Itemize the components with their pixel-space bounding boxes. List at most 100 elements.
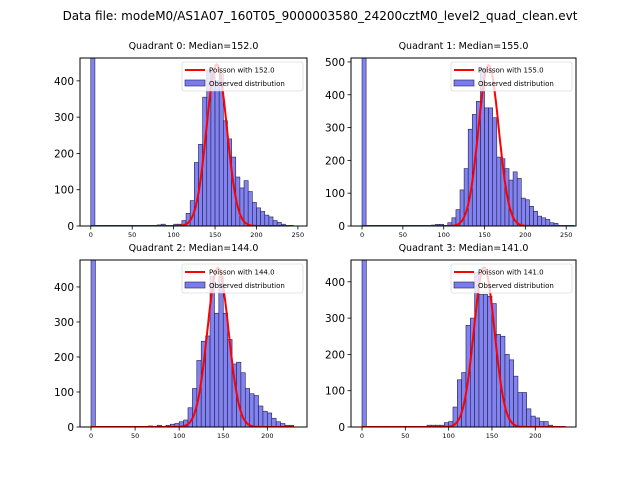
x-tick-label: 0 bbox=[89, 231, 93, 239]
poisson-curve bbox=[362, 64, 575, 226]
x-tick-label: 250 bbox=[292, 231, 304, 239]
histogram-bar bbox=[553, 223, 559, 226]
y-tick-label: 0 bbox=[67, 422, 74, 434]
legend-frame bbox=[450, 263, 573, 294]
histogram-bar bbox=[487, 296, 493, 427]
histogram-bar bbox=[541, 217, 547, 226]
histogram-bar bbox=[526, 408, 532, 427]
x-tick-label: 0 bbox=[360, 231, 364, 239]
histogram-bar bbox=[256, 207, 261, 226]
histogram-bar bbox=[508, 359, 514, 427]
x-tick-label: 50 bbox=[131, 432, 139, 440]
subplot-quadrant-0: 0 50 100 150 200 250 0 100 200 300 400 Quadrant 0: … bbox=[54, 41, 308, 239]
y-tick-label: 300 bbox=[325, 313, 345, 325]
x-tick-label: 150 bbox=[478, 231, 490, 239]
plot-area bbox=[361, 260, 566, 427]
legend: Poisson with 141.0 Observed distribution bbox=[450, 263, 573, 294]
x-tick-label: 200 bbox=[250, 231, 262, 239]
x-tick-label: 0 bbox=[89, 432, 93, 440]
y-tick-label: 200 bbox=[54, 148, 74, 160]
histogram-bar bbox=[271, 417, 277, 427]
histogram-bar bbox=[90, 58, 96, 226]
histogram-bar bbox=[90, 260, 96, 427]
poisson-curve bbox=[90, 63, 294, 226]
legend-frame bbox=[450, 61, 573, 92]
histogram-bar bbox=[537, 215, 542, 226]
x-tick-label: 150 bbox=[209, 231, 221, 239]
legend-observed-label: Observed distribution bbox=[209, 282, 285, 290]
y-tick-label: 100 bbox=[325, 386, 345, 398]
histogram-bar bbox=[267, 412, 273, 427]
subplot-quadrant-2: 0 50 100 150 200 0 100 200 300 400 Quadrant 2: Med… bbox=[54, 243, 308, 440]
histogram-bar bbox=[264, 214, 270, 226]
histogram-bar bbox=[210, 71, 216, 226]
legend-observed-swatch bbox=[184, 79, 206, 87]
legend-poisson-label: Poisson with 144.0 bbox=[209, 269, 275, 277]
x-tick-label: 100 bbox=[167, 231, 179, 239]
poisson-curve bbox=[362, 266, 566, 427]
y-tick-label: 300 bbox=[54, 317, 74, 329]
x-tick-label: 150 bbox=[486, 432, 498, 440]
x-tick-label: 50 bbox=[399, 231, 407, 239]
subplot-quadrant-3: 0 50 100 150 200 0 100 200 300 400 Quadrant 3: Med… bbox=[325, 243, 577, 440]
y-tick-label: 300 bbox=[54, 112, 74, 124]
histogram-bar bbox=[249, 393, 255, 427]
histogram-bar bbox=[268, 216, 274, 226]
histogram-bar bbox=[467, 128, 473, 226]
histogram-bar bbox=[260, 211, 266, 226]
histogram-bar bbox=[222, 312, 228, 427]
histogram-bar bbox=[262, 410, 268, 427]
histogram-bar bbox=[513, 375, 519, 427]
histogram-bar bbox=[361, 260, 367, 427]
x-tick-label: 200 bbox=[261, 432, 273, 440]
y-tick-label: 300 bbox=[325, 123, 345, 135]
histogram-bar bbox=[252, 202, 257, 226]
y-tick-label: 0 bbox=[338, 422, 345, 434]
y-tick-label: 500 bbox=[325, 57, 345, 69]
histogram-bar bbox=[543, 421, 549, 427]
histogram-bar bbox=[534, 417, 540, 427]
x-tick-label: 250 bbox=[560, 231, 572, 239]
legend-observed-label: Observed distribution bbox=[478, 80, 554, 88]
x-tick-label: 50 bbox=[401, 432, 409, 440]
x-tick-label: 50 bbox=[128, 231, 136, 239]
x-tick-label: 100 bbox=[442, 432, 454, 440]
histogram-bar bbox=[214, 80, 220, 226]
y-tick-label: 100 bbox=[54, 387, 74, 399]
legend: Poisson with 144.0 Observed distribution bbox=[181, 263, 304, 294]
histogram-bar bbox=[218, 276, 224, 427]
legend-poisson-label: Poisson with 152.0 bbox=[209, 67, 275, 75]
histogram-bar bbox=[533, 210, 538, 226]
y-tick-label: 200 bbox=[325, 155, 345, 167]
subplot-quadrant-1: 0 50 100 150 200 250 0 100 200 300 400 500 Quadrant … bbox=[325, 41, 577, 239]
x-tick-label: 150 bbox=[217, 432, 229, 440]
histogram-bar bbox=[521, 392, 527, 427]
y-tick-label: 400 bbox=[325, 277, 345, 289]
y-tick-label: 100 bbox=[325, 188, 345, 200]
histogram-bar bbox=[484, 107, 489, 226]
plot-area bbox=[361, 58, 575, 226]
legend-observed-swatch bbox=[453, 281, 475, 289]
histogram-bar bbox=[482, 294, 488, 427]
y-tick-label: 100 bbox=[54, 185, 74, 197]
histogram-bar bbox=[205, 335, 211, 427]
legend-poisson-label: Poisson with 155.0 bbox=[478, 67, 544, 75]
x-tick-label: 0 bbox=[360, 432, 364, 440]
subplot-title: Quadrant 2: Median=144.0 bbox=[129, 243, 259, 254]
axes-frame bbox=[79, 259, 308, 428]
x-tick-label: 100 bbox=[437, 231, 449, 239]
legend-frame bbox=[181, 263, 304, 294]
histogram-bar bbox=[517, 392, 523, 427]
histogram-bar bbox=[492, 117, 498, 226]
y-tick-label: 200 bbox=[54, 352, 74, 364]
legend-observed-swatch bbox=[453, 79, 475, 87]
subplot-title: Quadrant 3: Median=141.0 bbox=[399, 243, 529, 254]
legend-observed-label: Observed distribution bbox=[478, 282, 554, 290]
legend: Poisson with 155.0 Observed distribution bbox=[450, 61, 573, 92]
histogram-bar bbox=[520, 197, 526, 226]
histogram-bar bbox=[243, 180, 249, 226]
legend-observed-swatch bbox=[184, 281, 206, 289]
histogram-bar bbox=[525, 199, 530, 226]
y-tick-label: 0 bbox=[67, 221, 74, 233]
